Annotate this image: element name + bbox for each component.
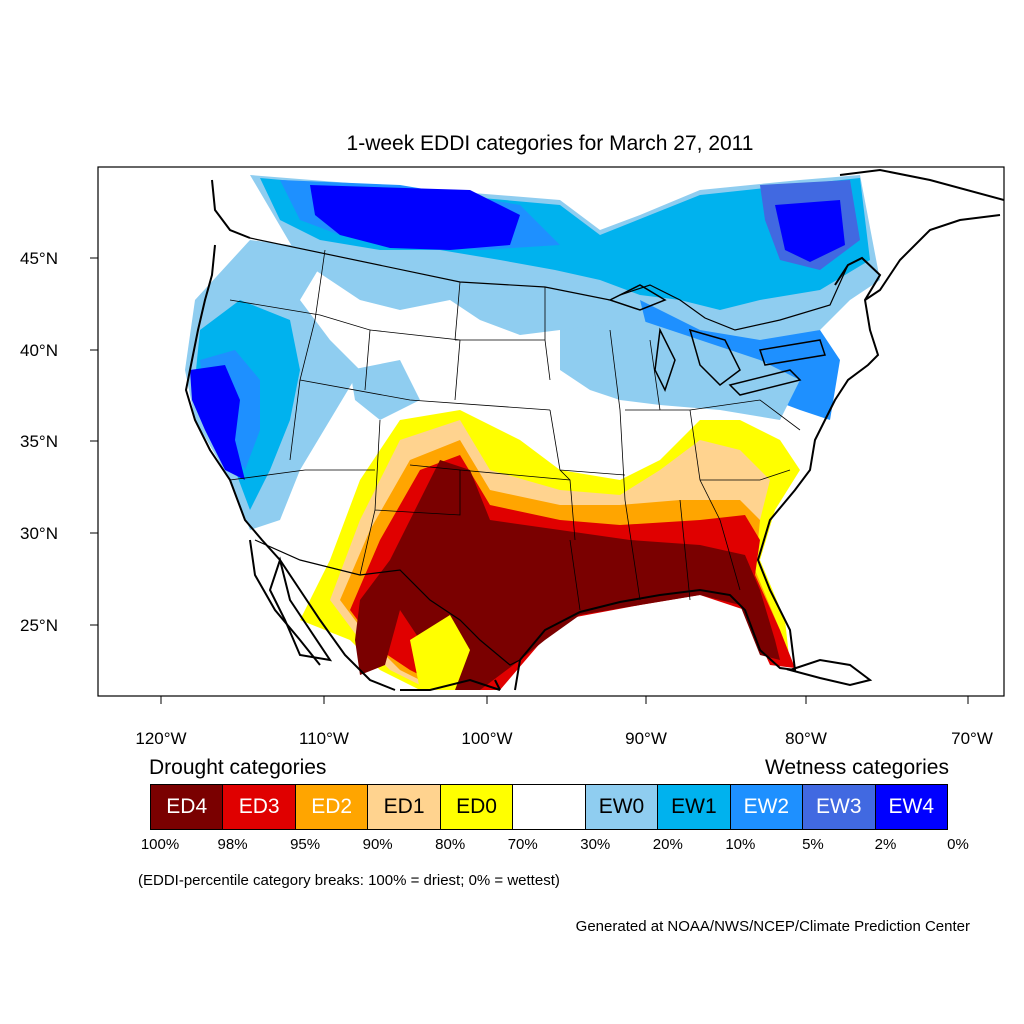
break-label: 100%: [140, 836, 180, 853]
lat-tick-25: 25°N: [20, 616, 58, 635]
us-canada-border: [249, 237, 849, 331]
break-label: 90%: [362, 836, 393, 853]
break-label: 10%: [725, 836, 756, 853]
category-note: (EDDI-percentile category breaks: 100% =…: [138, 872, 560, 889]
drought-heading: Drought categories: [149, 756, 327, 779]
map-title: 1-week EDDI categories for March 27, 201…: [346, 132, 754, 155]
break-label: 20%: [652, 836, 683, 853]
mexico-border: [254, 539, 521, 666]
ew4-region-ca: [190, 365, 245, 480]
break-label: 0%: [947, 836, 969, 853]
ew4-region-north: [310, 185, 520, 250]
credit-line: Generated at NOAA/NWS/NCEP/Climate Predi…: [575, 918, 970, 935]
ed0-region-mexico: [410, 615, 470, 690]
legend-cell-ed1: ED1: [368, 785, 441, 829]
baja-coast: [268, 556, 333, 662]
legend-cell-ed2: ED2: [295, 785, 369, 829]
break-label: 95%: [290, 836, 321, 853]
lat-tick-30: 30°N: [20, 524, 58, 543]
map-frame: [97, 166, 1005, 697]
wetness-heading: Wetness categories: [764, 756, 949, 779]
lon-tick-90: 90°W: [625, 729, 667, 748]
lat-tick-40: 40°N: [20, 341, 58, 360]
great-lakes: [608, 284, 826, 396]
lon-tick-70: 70°W: [951, 729, 993, 748]
break-label: 70%: [507, 836, 538, 853]
legend-cell-ed4: ED4: [151, 785, 224, 829]
lon-tick-80: 80°W: [785, 729, 827, 748]
break-label: 2%: [874, 836, 897, 853]
lon-tick-110: 110°W: [299, 729, 349, 748]
mexico-gulf-coast: [494, 659, 521, 691]
state-lines: [229, 249, 801, 611]
legend-cell-ew4: EW4: [875, 785, 947, 829]
ew0-region-rockies: [350, 360, 420, 420]
break-label: 5%: [802, 836, 824, 853]
cuba: [786, 658, 873, 687]
legend-cell-ew0: EW0: [585, 785, 659, 829]
eddi-map: 45°N 40°N 35°N 30°N 25°N 120°W 110°W 100…: [20, 166, 1005, 748]
break-label: 98%: [217, 836, 248, 853]
legend-cell-ed3: ED3: [223, 785, 296, 829]
lat-tick-35: 35°N: [20, 432, 58, 451]
category-legend: ED4 ED3 ED2 ED1 ED0 EW0 EW1 EW2 EW3 EW4: [150, 784, 948, 830]
ew4-region-ne: [775, 200, 845, 262]
legend-cell-ew1: EW1: [658, 785, 731, 829]
legend-cell-ew3: EW3: [803, 785, 876, 829]
canada-coast: [211, 168, 1004, 301]
ed4-region: [355, 460, 780, 690]
legend-cell-normal: [513, 785, 586, 829]
lon-tick-100: 100°W: [461, 729, 512, 748]
legend-cell-ew2: EW2: [730, 785, 804, 829]
break-label: 30%: [580, 836, 611, 853]
legend-cell-ed0: ED0: [440, 785, 514, 829]
break-label: 80%: [435, 836, 466, 853]
lon-tick-120: 120°W: [135, 729, 186, 748]
lat-tick-45: 45°N: [20, 249, 58, 268]
